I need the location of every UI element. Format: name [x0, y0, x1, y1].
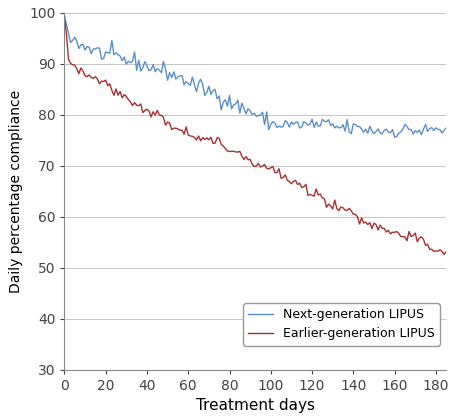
Next-generation LIPUS: [119, 58, 125, 63]
Line: Next-generation LIPUS: Next-generation LIPUS: [64, 16, 445, 137]
Next-generation LIPUS: [391, 135, 397, 140]
Next-generation LIPUS: [298, 124, 304, 129]
X-axis label: Treatment days: Treatment days: [196, 398, 314, 413]
Next-generation LIPUS: [352, 122, 358, 127]
Next-generation LIPUS: [442, 125, 448, 130]
Legend: Next-generation LIPUS, Earlier-generation LIPUS: Next-generation LIPUS, Earlier-generatio…: [243, 303, 439, 346]
Next-generation LIPUS: [414, 130, 419, 135]
Earlier-generation LIPUS: [352, 212, 358, 217]
Earlier-generation LIPUS: [298, 185, 304, 190]
Y-axis label: Daily percentage compliance: Daily percentage compliance: [10, 89, 23, 293]
Line: Earlier-generation LIPUS: Earlier-generation LIPUS: [64, 16, 445, 255]
Earlier-generation LIPUS: [119, 95, 125, 100]
Next-generation LIPUS: [62, 13, 67, 18]
Earlier-generation LIPUS: [282, 172, 287, 177]
Next-generation LIPUS: [243, 111, 248, 116]
Earlier-generation LIPUS: [62, 13, 67, 18]
Earlier-generation LIPUS: [243, 154, 248, 159]
Earlier-generation LIPUS: [441, 252, 446, 257]
Earlier-generation LIPUS: [442, 249, 448, 254]
Earlier-generation LIPUS: [412, 231, 417, 236]
Next-generation LIPUS: [282, 118, 287, 123]
